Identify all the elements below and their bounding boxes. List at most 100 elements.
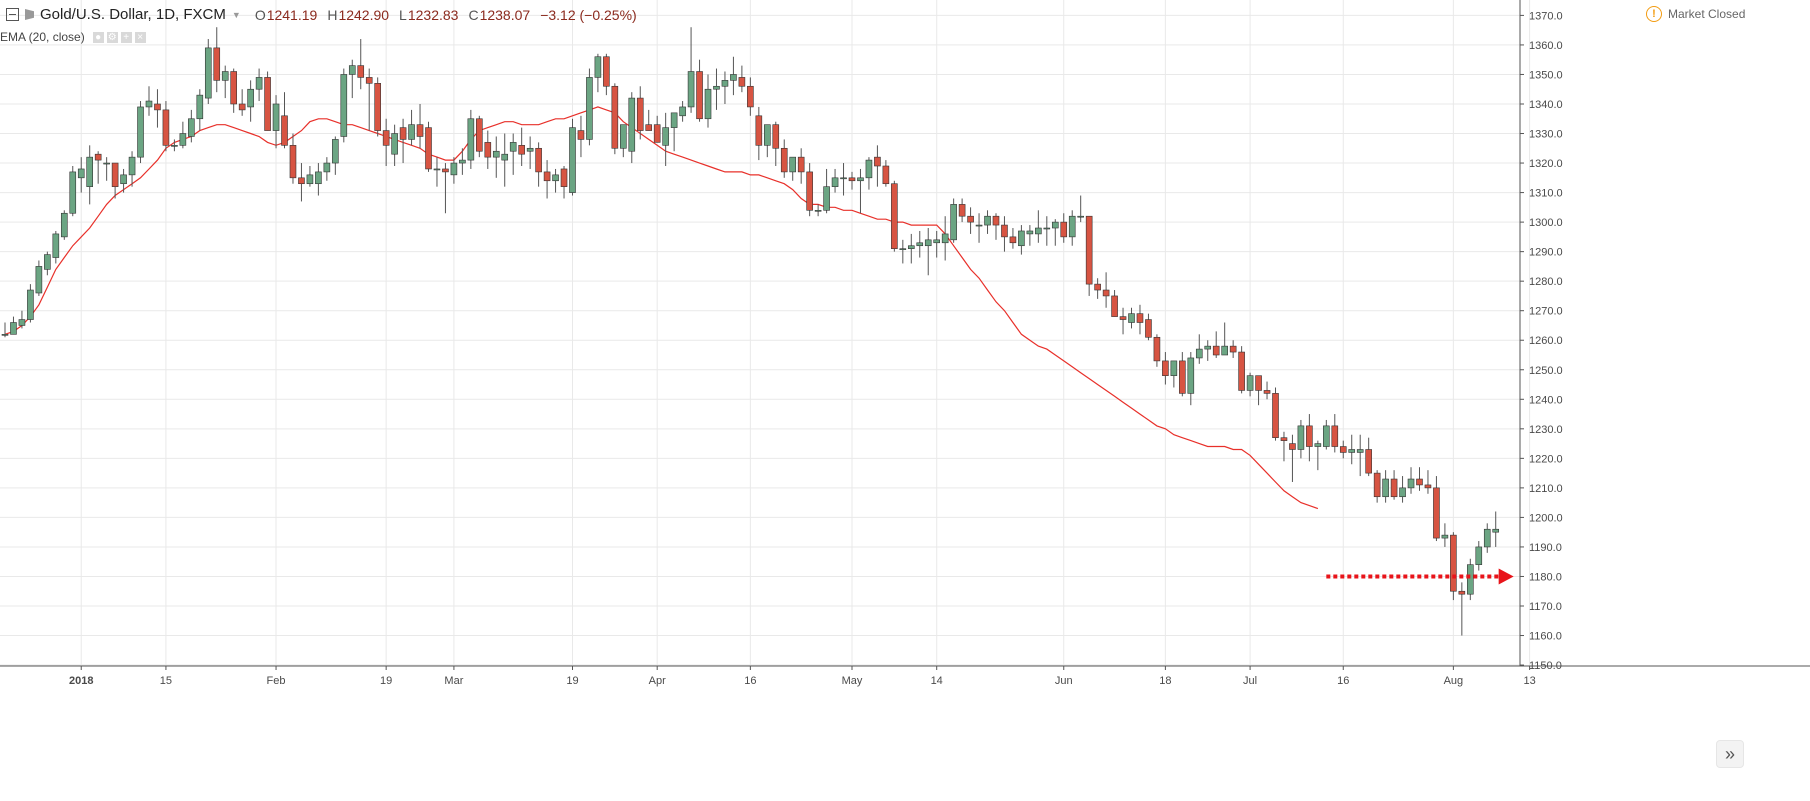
settings-icon[interactable]: ⚙ [106, 31, 118, 43]
candle-body [1297, 425, 1305, 450]
candle [840, 163, 847, 196]
candle-body [789, 156, 797, 173]
candle-body [577, 130, 585, 140]
candle-body [1356, 449, 1364, 453]
candle [891, 180, 898, 252]
candle [874, 145, 881, 187]
candle [442, 163, 449, 214]
candle [1297, 419, 1305, 459]
indicator-label[interactable]: EMA (20, close) [0, 30, 85, 44]
candle [1441, 523, 1449, 547]
candle-body [806, 171, 813, 211]
eye-icon[interactable]: ● [92, 31, 104, 43]
time-tick-label: Jun [1055, 675, 1073, 687]
candle-body [281, 115, 288, 146]
candle [730, 56, 737, 96]
candle [145, 86, 153, 116]
change-value: −3.12 (−0.25%) [540, 6, 637, 23]
candle-body [128, 156, 136, 176]
candle [1433, 476, 1440, 542]
candle-body [1407, 478, 1415, 489]
scroll-to-realtime-button[interactable]: » [1716, 740, 1744, 768]
candle-body [1348, 449, 1356, 453]
price-axis[interactable]: 1150.01160.01170.01180.01190.01200.01210… [1519, 0, 1563, 672]
candle [289, 133, 297, 184]
candle [86, 145, 93, 205]
candle [281, 92, 288, 149]
candle [213, 27, 221, 93]
candle [120, 168, 127, 193]
candle-body [501, 153, 509, 161]
high-value: 1242.90 [338, 6, 390, 23]
candle-body [1424, 484, 1432, 489]
candle [1153, 334, 1161, 367]
candle-body [958, 204, 966, 217]
candle [1238, 346, 1245, 394]
candle-body [679, 106, 686, 117]
candle-body [823, 186, 830, 211]
candle-body [950, 204, 957, 241]
candle [823, 168, 830, 214]
candle-body [933, 239, 941, 244]
candle [1085, 215, 1093, 296]
candle-body [653, 124, 661, 143]
candle-body [365, 77, 373, 84]
candle [1094, 278, 1101, 299]
candle-body [1323, 425, 1330, 447]
candle [340, 68, 348, 143]
candle-body [1365, 449, 1372, 474]
price-tick-label: 1160.0 [1529, 631, 1562, 643]
chevron-down-icon[interactable]: ▼ [231, 9, 241, 20]
candle [1009, 228, 1017, 249]
candle [882, 160, 890, 187]
candle-body [247, 88, 254, 108]
candle-body [18, 319, 26, 326]
candle-body [1035, 227, 1042, 235]
candle-body [1179, 360, 1186, 394]
candle [1145, 313, 1152, 341]
collapse-icon[interactable] [6, 8, 19, 21]
candle-body [77, 168, 85, 179]
candle [1051, 219, 1059, 246]
candle [747, 77, 754, 116]
time-tick-label: 15 [160, 675, 172, 687]
symbol-title[interactable]: Gold/U.S. Dollar, 1D, FXCM [40, 6, 226, 23]
more-icon[interactable]: + [120, 31, 132, 43]
candle [467, 109, 475, 169]
double-chevron-right-icon: » [1724, 744, 1735, 764]
candle [137, 101, 144, 164]
candle-body [645, 124, 653, 131]
candle-body [1475, 546, 1483, 565]
candle [408, 109, 415, 146]
candle [128, 151, 136, 187]
time-tick-label: Apr [649, 675, 666, 687]
price-tick-label: 1250.0 [1529, 365, 1563, 377]
time-tick-label: 16 [1337, 675, 1349, 687]
candle-body [1289, 443, 1296, 450]
candle [535, 142, 542, 187]
candle [69, 166, 77, 217]
candle-body [357, 65, 365, 78]
candle [814, 204, 822, 217]
candle-body [755, 115, 763, 146]
candle [1043, 216, 1051, 246]
candle-body [1390, 478, 1398, 498]
close-icon[interactable]: × [134, 31, 146, 43]
candles [1, 27, 1500, 636]
candle [44, 251, 51, 276]
candle-body [230, 71, 237, 105]
time-tick-label: Feb [267, 675, 286, 687]
candle-body [264, 77, 271, 131]
candle [1492, 511, 1500, 547]
candle [865, 157, 873, 190]
candle [484, 130, 492, 169]
time-axis[interactable]: 2018 15 Feb 19 Mar 19 Apr 16 May 14 Jun 18 Jul 16 Aug 1… [0, 665, 1810, 687]
candle-body [730, 74, 737, 81]
candle-body [459, 159, 466, 164]
candle [77, 157, 85, 193]
candle-body [628, 97, 636, 152]
candle-body [1246, 375, 1254, 391]
indicator-row: EMA (20, close) ● ⚙ + × [0, 30, 146, 44]
